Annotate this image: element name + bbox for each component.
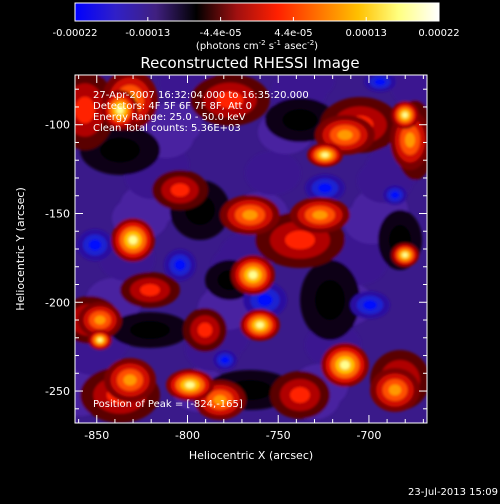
colorbar-units: (photons cm-2 s-1 asec-2) — [196, 39, 318, 52]
colorbar-tick-label: 4.4e-05 — [274, 28, 312, 39]
colorbar-ticks: -0.00022 -0.00013 -4.4e-05 4.4e-05 0.00013 0.… — [53, 17, 460, 39]
image-blob — [402, 112, 408, 118]
image-blob — [75, 96, 95, 124]
image-blob — [97, 338, 103, 342]
colorbar-tick-label: -0.00022 — [53, 28, 98, 39]
image-blob — [391, 191, 399, 199]
image-blob — [363, 300, 377, 310]
info-line-detectors: Detectors: 4F 5F 6F 7F 8F, Att 0 — [93, 101, 252, 112]
info-line-energy: Energy Range: 25.0 - 50.0 keV — [93, 112, 246, 123]
colorbar: -0.00022 -0.00013 -4.4e-05 4.4e-05 0.00013 0.… — [53, 2, 460, 52]
image-blob — [185, 381, 195, 389]
image-blob — [116, 106, 124, 114]
info-line-time: 27-Apr-2007 16:32:04.000 to 16:35:20.000 — [93, 90, 309, 101]
image-blob — [140, 284, 160, 296]
image-blob — [216, 91, 244, 109]
image-blob — [257, 294, 273, 306]
plot-title: Reconstructed RHESSI Image — [140, 54, 359, 72]
image-blob — [337, 130, 353, 140]
image-blob — [248, 271, 258, 279]
image-blobs — [75, 75, 427, 423]
image-blob — [402, 252, 408, 258]
colorbar-tick-label: 0.00013 — [346, 28, 387, 39]
image-blob — [321, 152, 329, 158]
x-tick-label: -850 — [84, 429, 109, 442]
image-blob — [213, 395, 227, 405]
axis-ticks: -850 -800 -750 -700 -100 -150 -200 -250 — [45, 75, 427, 442]
image-blob — [282, 109, 318, 131]
image-blob — [318, 183, 332, 193]
image-blob — [315, 280, 345, 320]
x-axis-label: Heliocentric X (arcsec) — [189, 449, 313, 462]
x-tick-label: -800 — [175, 429, 200, 442]
image-blob — [405, 132, 415, 148]
y-tick-label: -150 — [45, 207, 70, 220]
image-blob — [174, 259, 186, 271]
image-bg-patch — [245, 151, 301, 195]
x-tick-label: -750 — [266, 429, 291, 442]
image-blob — [242, 210, 258, 220]
image-area — [75, 75, 427, 423]
y-tick-label: -250 — [45, 385, 70, 398]
image-blob — [100, 137, 140, 163]
image-blob — [170, 183, 190, 197]
x-tick-label: -700 — [356, 429, 381, 442]
image-blob — [123, 374, 137, 386]
image-blob — [256, 321, 264, 329]
y-tick-label: -200 — [45, 296, 70, 309]
image-blob — [130, 321, 170, 339]
colorbar-tick-label: -4.4e-05 — [200, 28, 242, 39]
peak-position-label: Position of Peak = [-824,-165] — [93, 399, 243, 410]
y-tick-label: -100 — [45, 119, 70, 132]
y-axis-label: Heliocentric Y (arcsec) — [14, 187, 27, 311]
image-blob — [221, 356, 229, 364]
image-blob — [128, 235, 138, 245]
image-blob — [94, 315, 106, 325]
image-blob — [340, 360, 350, 370]
image-blob — [285, 230, 315, 250]
colorbar-tick-label: -0.00013 — [125, 28, 170, 39]
image-blob — [290, 387, 310, 403]
image-blob — [374, 78, 386, 86]
footer-timestamp: 23-Jul-2013 15:09 — [408, 487, 498, 498]
image-blob — [388, 384, 402, 396]
image-blob — [89, 239, 101, 251]
colorbar-gradient — [74, 2, 440, 22]
info-line-clean: Clean Total counts: 5.36E+03 — [93, 123, 241, 134]
image-blob — [312, 210, 328, 220]
info-block: 27-Apr-2007 16:32:04.000 to 16:35:20.000… — [93, 90, 309, 134]
image-blob — [197, 322, 213, 338]
colorbar-tick-label: 0.00022 — [418, 28, 459, 39]
